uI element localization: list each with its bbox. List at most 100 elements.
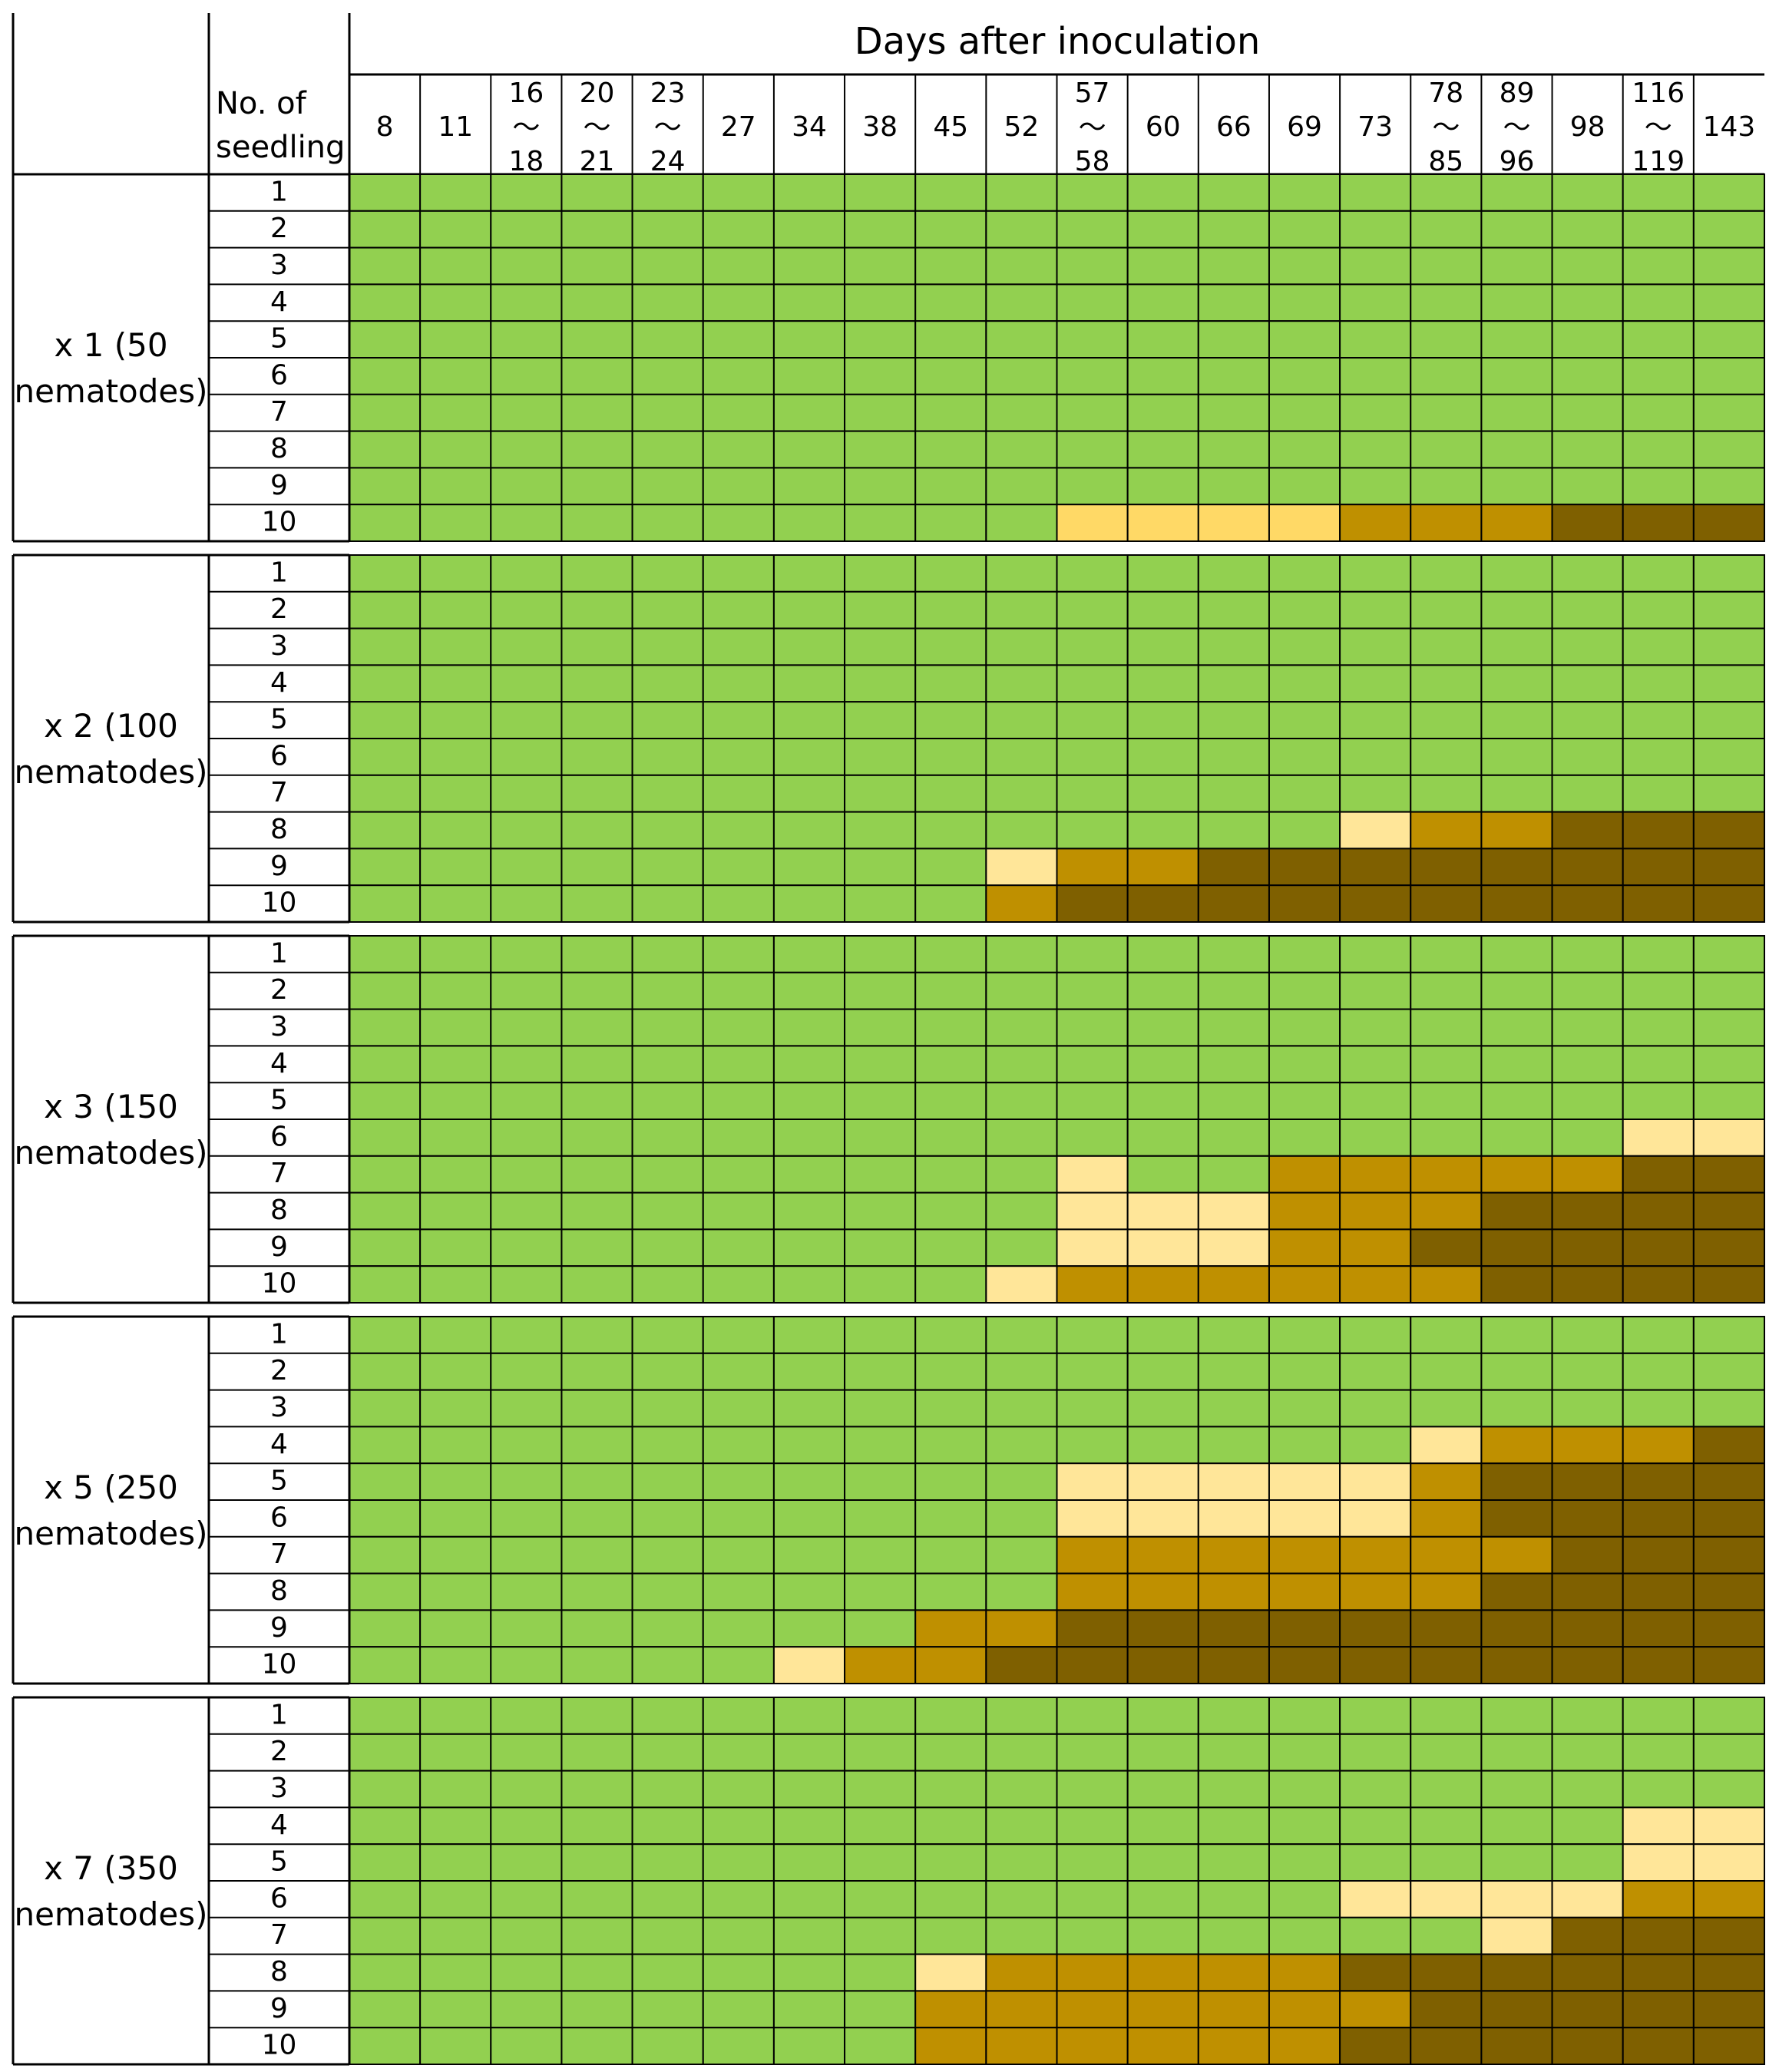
heatmap-cell (631, 1045, 704, 1084)
heatmap-cell (1056, 1045, 1129, 1084)
heatmap-cell (1126, 1880, 1199, 1918)
heatmap-cell (914, 393, 987, 432)
heatmap-cell (985, 320, 1058, 359)
day-label: 116 (1632, 78, 1685, 109)
heatmap-cell (1692, 210, 1766, 249)
heatmap-cell (1339, 467, 1412, 506)
heatmap-cell (1692, 1646, 1766, 1684)
heatmap-cell (844, 1389, 917, 1428)
heatmap-cell (349, 1916, 422, 1955)
heatmap-cell (1480, 590, 1553, 630)
day-label: 57 (1075, 78, 1110, 109)
heatmap-cell (772, 504, 846, 543)
heatmap-cell (560, 1880, 633, 1918)
heatmap-cell (1410, 1880, 1483, 1918)
heatmap-cell (844, 664, 917, 703)
heatmap-cell (772, 1990, 846, 2029)
heatmap-cell (1551, 1733, 1624, 1772)
heatmap-cell (490, 554, 563, 593)
heatmap-cell (349, 1352, 422, 1391)
heatmap-cell (914, 1155, 987, 1194)
heatmap-cell (1197, 1880, 1270, 1918)
heatmap-cell (702, 1228, 775, 1267)
day-label-tilde: 〜 (654, 112, 682, 144)
heatmap-cell (1268, 283, 1341, 322)
heatmap-cell (914, 246, 987, 286)
heatmap-cell (914, 1008, 987, 1047)
heatmap-cell (1551, 283, 1624, 322)
heatmap-cell (772, 1499, 846, 1538)
heatmap-cell (419, 1535, 492, 1575)
heatmap-cell (631, 1572, 704, 1611)
heatmap-cell (1056, 627, 1129, 666)
heatmap-cell (1197, 774, 1270, 813)
heatmap-cell (1551, 1697, 1624, 1735)
heatmap-cell (1197, 1990, 1270, 2029)
heatmap-cell (1480, 1990, 1553, 2029)
heatmap-cell (1056, 1462, 1129, 1501)
heatmap-cell (1197, 1499, 1270, 1538)
heatmap-cell (1622, 1733, 1695, 1772)
heatmap-cell (419, 1426, 492, 1465)
heatmap-cell (985, 738, 1058, 776)
heatmap-cell (1622, 774, 1695, 813)
heatmap-cell (1692, 1265, 1766, 1304)
seedling-number: 8 (270, 1575, 288, 1607)
heatmap-cell (560, 1426, 633, 1465)
heatmap-cell (631, 1119, 704, 1157)
heatmap-cell (419, 1082, 492, 1120)
heatmap-cell (1056, 811, 1129, 850)
seedling-number: 8 (270, 814, 288, 845)
heatmap-cell (560, 1499, 633, 1538)
heatmap-cell (1268, 1770, 1341, 1809)
seedling-number: 4 (270, 286, 288, 318)
heatmap-cell (1268, 1953, 1341, 1992)
seedling-number: 4 (270, 667, 288, 699)
seedling-number: 10 (262, 2030, 297, 2061)
heatmap-cell (419, 664, 492, 703)
heatmap-cell (1126, 504, 1199, 543)
heatmap-cell (1056, 884, 1129, 923)
heatmap-cell (1339, 1426, 1412, 1465)
seedling-number: 5 (270, 1466, 288, 1497)
heatmap-cell (1268, 1916, 1341, 1955)
heatmap-cell (490, 884, 563, 923)
heatmap-cell (1339, 774, 1412, 813)
heatmap-cell (1551, 1389, 1624, 1428)
heatmap-cell (1410, 1499, 1483, 1538)
heatmap-cell (1197, 664, 1270, 703)
heatmap-cell (702, 1389, 775, 1428)
heatmap-cell (772, 1191, 846, 1231)
heatmap-cell (349, 1843, 422, 1882)
seedling-number: 4 (270, 1429, 288, 1460)
heatmap-cell (1410, 811, 1483, 850)
heatmap-cell (914, 1228, 987, 1267)
heatmap-cell (985, 1426, 1058, 1465)
heatmap-cell (1339, 1316, 1412, 1354)
heatmap-cell (490, 971, 563, 1010)
heatmap-cell (631, 1953, 704, 1992)
heatmap-cell (1197, 1770, 1270, 1809)
seedling-number: 7 (270, 1538, 288, 1570)
heatmap-cell (702, 504, 775, 543)
group-label: x 1 (50 (54, 326, 167, 364)
heatmap-cell (844, 1191, 917, 1231)
heatmap-cell (1197, 935, 1270, 973)
heatmap-cell (1268, 1499, 1341, 1538)
heatmap-cell (702, 173, 775, 212)
heatmap-cell (914, 664, 987, 703)
heatmap-cell (1551, 1499, 1624, 1538)
heatmap-cell (349, 210, 422, 249)
heatmap-cell (1551, 1352, 1624, 1391)
heatmap-cell (1268, 1462, 1341, 1501)
heatmap-cell (631, 554, 704, 593)
heatmap-cell (560, 1697, 633, 1735)
heatmap-cell (1410, 664, 1483, 703)
heatmap-cell (1551, 1155, 1624, 1194)
heatmap-cell (1622, 590, 1695, 630)
heatmap-cell (1622, 1880, 1695, 1918)
heatmap-cell (631, 1916, 704, 1955)
heatmap-cell (560, 430, 633, 469)
heatmap-cell (1268, 738, 1341, 776)
heatmap-cell (1692, 1843, 1766, 1882)
